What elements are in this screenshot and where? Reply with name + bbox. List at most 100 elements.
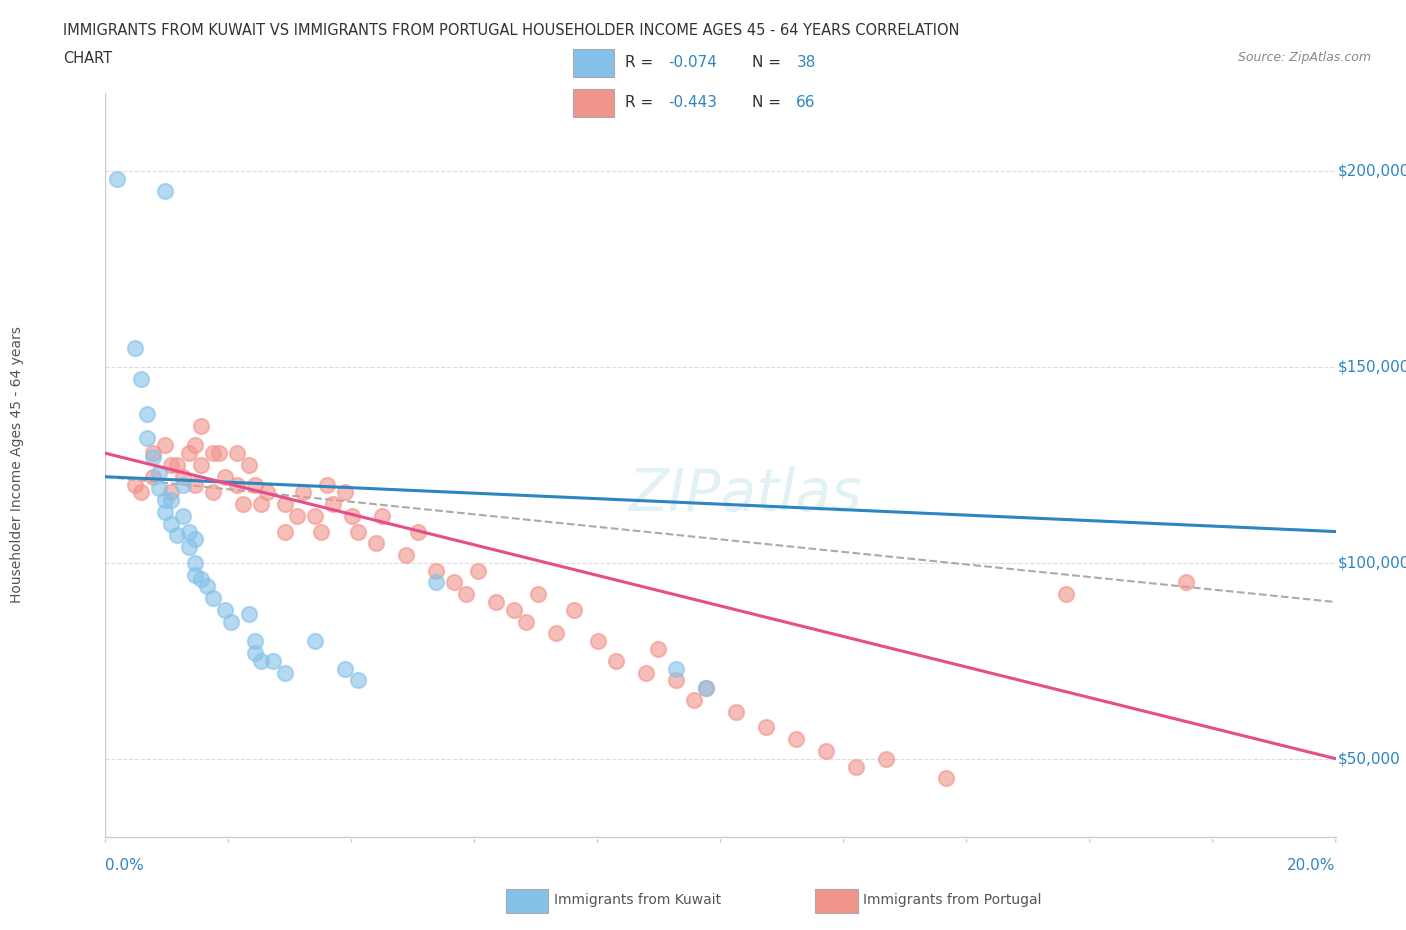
- Point: [502, 603, 524, 618]
- Point: [142, 450, 165, 465]
- Point: [274, 665, 297, 680]
- Point: [346, 673, 368, 688]
- Bar: [574, 48, 613, 77]
- Text: 20.0%: 20.0%: [1288, 857, 1336, 873]
- Point: [155, 183, 177, 198]
- Point: [1054, 587, 1077, 602]
- Point: [232, 497, 254, 512]
- Point: [136, 406, 159, 421]
- Point: [322, 497, 344, 512]
- Point: [425, 575, 447, 590]
- Point: [935, 771, 957, 786]
- Text: CHART: CHART: [63, 51, 112, 66]
- Point: [184, 477, 207, 492]
- Point: [245, 477, 267, 492]
- Point: [443, 575, 465, 590]
- Point: [304, 509, 326, 524]
- Text: Immigrants from Portugal: Immigrants from Portugal: [863, 893, 1042, 908]
- Point: [202, 445, 225, 460]
- Text: 66: 66: [796, 96, 815, 111]
- Point: [221, 614, 243, 629]
- Point: [346, 525, 368, 539]
- Point: [190, 571, 212, 586]
- Point: [179, 445, 201, 460]
- Bar: [574, 88, 613, 117]
- Point: [335, 661, 357, 676]
- Point: [287, 509, 309, 524]
- Point: [179, 525, 201, 539]
- Point: [1174, 575, 1197, 590]
- Point: [562, 603, 585, 618]
- Text: R =: R =: [624, 96, 658, 111]
- Point: [340, 509, 363, 524]
- Text: $200,000: $200,000: [1339, 164, 1406, 179]
- Point: [335, 485, 357, 499]
- Point: [425, 564, 447, 578]
- Point: [256, 485, 278, 499]
- Point: [250, 497, 273, 512]
- Point: [406, 525, 429, 539]
- Point: [311, 525, 333, 539]
- Point: [755, 720, 778, 735]
- Point: [160, 485, 183, 499]
- Point: [214, 470, 236, 485]
- Point: [179, 539, 201, 554]
- Text: $50,000: $50,000: [1339, 751, 1400, 766]
- Point: [370, 509, 392, 524]
- Point: [245, 645, 267, 660]
- Point: [202, 485, 225, 499]
- Point: [454, 587, 477, 602]
- Point: [238, 458, 260, 472]
- Point: [292, 485, 315, 499]
- Text: N =: N =: [752, 55, 786, 71]
- Point: [184, 532, 207, 547]
- Text: IMMIGRANTS FROM KUWAIT VS IMMIGRANTS FROM PORTUGAL HOUSEHOLDER INCOME AGES 45 - : IMMIGRANTS FROM KUWAIT VS IMMIGRANTS FRO…: [63, 23, 960, 38]
- Point: [184, 555, 207, 570]
- Point: [845, 759, 868, 774]
- Text: -0.443: -0.443: [668, 96, 717, 111]
- Point: [304, 633, 326, 648]
- Point: [274, 497, 297, 512]
- Point: [107, 172, 129, 187]
- Point: [526, 587, 548, 602]
- Point: [160, 458, 183, 472]
- Point: [155, 505, 177, 520]
- Point: [124, 340, 146, 355]
- Point: [724, 704, 747, 719]
- Point: [172, 509, 194, 524]
- Point: [136, 431, 159, 445]
- Point: [166, 528, 188, 543]
- Point: [664, 673, 686, 688]
- Point: [695, 681, 717, 696]
- Point: [875, 751, 897, 766]
- Point: [316, 477, 339, 492]
- Point: [226, 445, 249, 460]
- Text: -0.074: -0.074: [668, 55, 717, 71]
- Point: [155, 438, 177, 453]
- Point: [364, 536, 387, 551]
- Text: 0.0%: 0.0%: [105, 857, 145, 873]
- Point: [484, 594, 506, 609]
- Point: [160, 493, 183, 508]
- Point: [634, 665, 657, 680]
- Point: [664, 661, 686, 676]
- Point: [155, 493, 177, 508]
- Text: $100,000: $100,000: [1339, 555, 1406, 570]
- Point: [184, 438, 207, 453]
- Point: [544, 626, 567, 641]
- Point: [166, 458, 188, 472]
- Text: Immigrants from Kuwait: Immigrants from Kuwait: [554, 893, 721, 908]
- Point: [131, 485, 153, 499]
- Point: [467, 564, 489, 578]
- Text: 38: 38: [796, 55, 815, 71]
- Point: [148, 481, 170, 496]
- Point: [647, 642, 669, 657]
- Point: [605, 654, 627, 669]
- Point: [208, 445, 231, 460]
- Point: [238, 606, 260, 621]
- Point: [148, 465, 170, 480]
- Point: [394, 548, 416, 563]
- Point: [682, 693, 704, 708]
- Point: [515, 614, 537, 629]
- Point: [142, 470, 165, 485]
